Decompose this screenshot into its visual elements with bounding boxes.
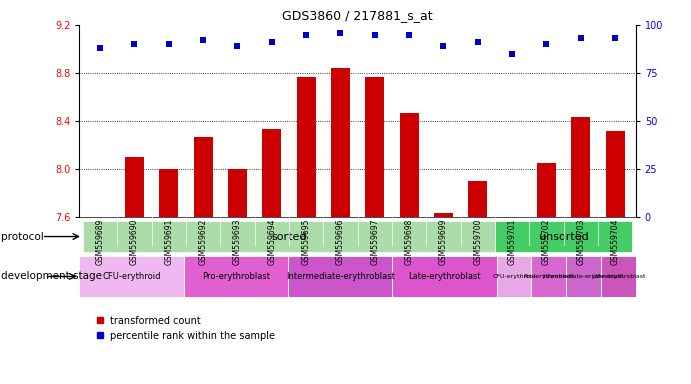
Point [232, 43, 243, 49]
Text: Intermediate-erythroblast: Intermediate-erythroblast [543, 274, 625, 279]
Point [129, 41, 140, 47]
Point [198, 37, 209, 43]
Text: GSM559704: GSM559704 [611, 218, 620, 265]
Text: sorted: sorted [271, 232, 307, 242]
Text: unsorted: unsorted [539, 232, 589, 242]
Text: CFU-erythroid: CFU-erythroid [102, 272, 161, 281]
Point [438, 43, 449, 49]
Text: GSM559700: GSM559700 [473, 218, 482, 265]
Point [163, 41, 174, 47]
Bar [495, 221, 632, 252]
Bar [537, 163, 556, 217]
Text: Late-erythroblast: Late-erythroblast [408, 272, 481, 281]
Legend: transformed count, percentile rank within the sample: transformed count, percentile rank withi… [95, 316, 275, 341]
Bar [83, 221, 495, 252]
Text: GSM559691: GSM559691 [164, 218, 173, 265]
Text: Pro-erythroblast: Pro-erythroblast [523, 274, 574, 279]
Text: Late-erythroblast: Late-erythroblast [591, 274, 645, 279]
Text: GSM559698: GSM559698 [405, 218, 414, 265]
Bar [571, 118, 590, 217]
Point [609, 35, 621, 41]
Text: CFU-erythroid: CFU-erythroid [492, 274, 536, 279]
Bar [497, 256, 531, 297]
Bar [601, 256, 636, 297]
Point [369, 31, 380, 38]
Title: GDS3860 / 217881_s_at: GDS3860 / 217881_s_at [283, 9, 433, 22]
Bar [434, 214, 453, 217]
Bar [288, 256, 392, 297]
Point [575, 35, 586, 41]
Text: GSM559689: GSM559689 [95, 218, 104, 265]
Point [541, 41, 552, 47]
Bar [392, 256, 497, 297]
Point [507, 51, 518, 57]
Bar [184, 256, 288, 297]
Bar [566, 256, 601, 297]
Bar [531, 256, 566, 297]
Bar [468, 181, 487, 217]
Point [95, 45, 106, 51]
Text: GSM559696: GSM559696 [336, 218, 345, 265]
Bar [263, 129, 281, 217]
Bar [399, 113, 419, 217]
Point [266, 39, 277, 45]
Text: GSM559703: GSM559703 [576, 218, 585, 265]
Text: GSM559699: GSM559699 [439, 218, 448, 265]
Point [301, 31, 312, 38]
Point [335, 30, 346, 36]
Text: GSM559697: GSM559697 [370, 218, 379, 265]
Point [472, 39, 483, 45]
Text: protocol: protocol [1, 232, 44, 242]
Point [404, 31, 415, 38]
Bar [228, 169, 247, 217]
Bar [331, 68, 350, 217]
Text: Intermediate-erythroblast: Intermediate-erythroblast [286, 272, 395, 281]
Text: GSM559692: GSM559692 [198, 218, 207, 265]
Text: GSM559701: GSM559701 [508, 218, 517, 265]
Bar [296, 76, 316, 217]
Text: development stage: development stage [1, 271, 102, 281]
Bar [125, 157, 144, 217]
Text: GSM559702: GSM559702 [542, 218, 551, 265]
Bar [79, 256, 184, 297]
Bar [160, 169, 178, 217]
Bar [193, 137, 213, 217]
Text: GSM559693: GSM559693 [233, 218, 242, 265]
Text: Pro-erythroblast: Pro-erythroblast [202, 272, 270, 281]
Text: GSM559694: GSM559694 [267, 218, 276, 265]
Text: GSM559690: GSM559690 [130, 218, 139, 265]
Bar [606, 131, 625, 217]
Bar [366, 76, 384, 217]
Text: GSM559695: GSM559695 [301, 218, 310, 265]
